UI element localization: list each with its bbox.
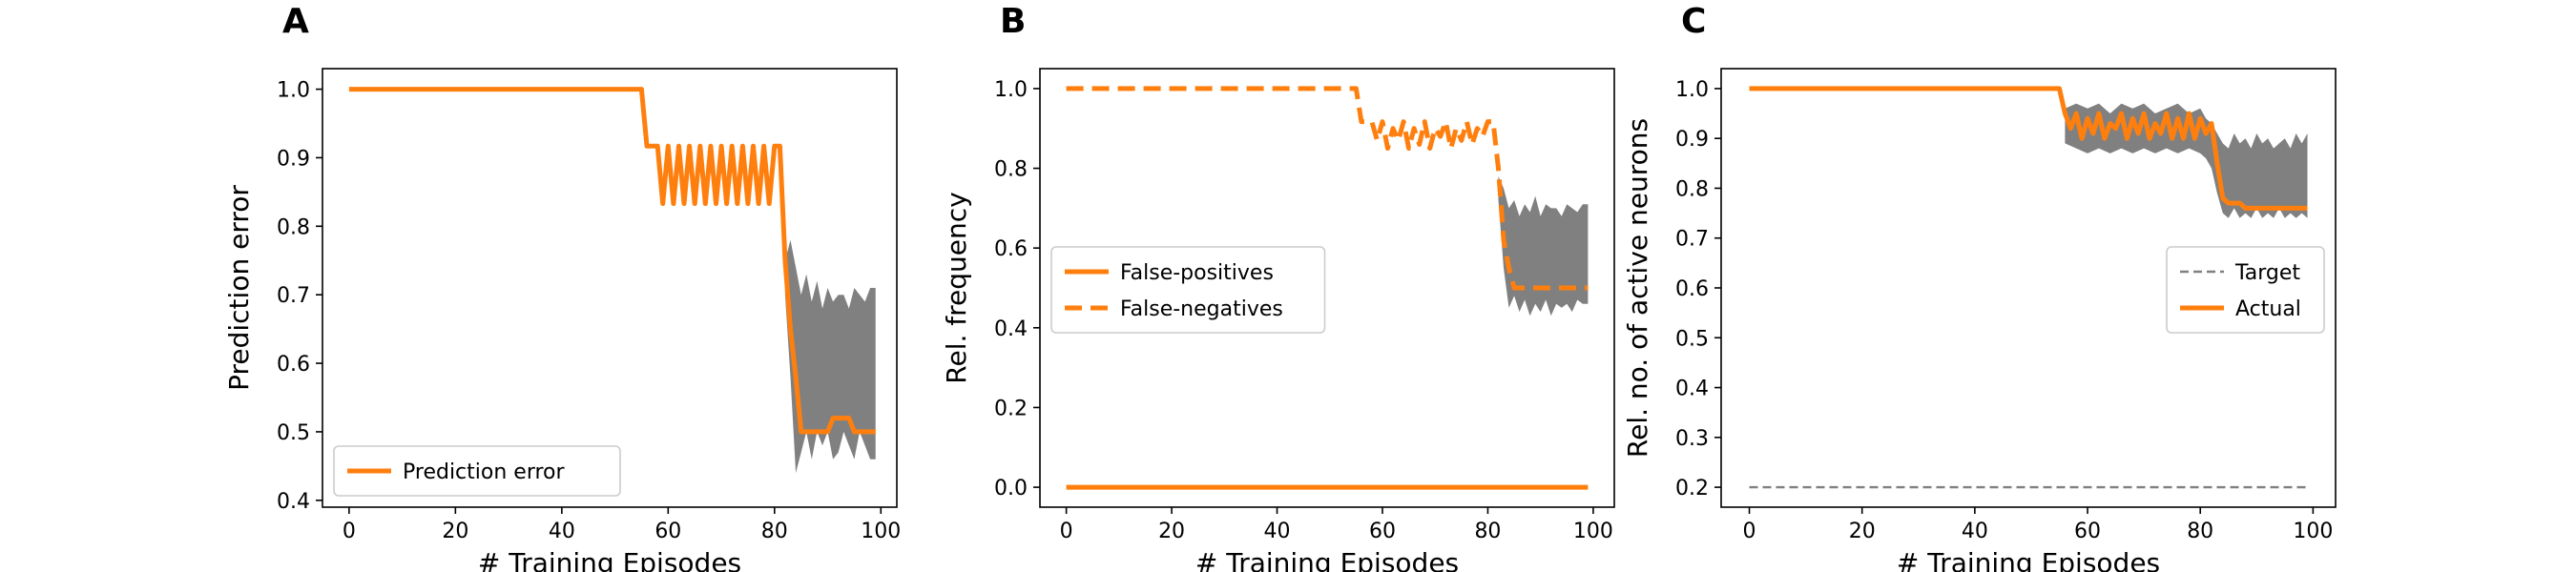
legend-entry: Actual [2235,297,2301,321]
y-tick-label: 0.9 [1675,128,1709,152]
x-tick-label: 20 [442,520,468,543]
y-tick-label: 0.3 [1675,427,1709,451]
x-tick-label: 20 [1158,520,1185,543]
legend-box [1050,246,1326,334]
y-tick-label: 0.7 [277,284,310,308]
y-tick-label: 0.6 [994,237,1028,261]
legend: Prediction error [333,445,621,497]
y-axis-label: Rel. frequency [941,192,972,383]
x-tick-label: 80 [1474,520,1501,543]
series-line-false-negatives [1066,86,1589,291]
y-axis-label: Prediction error [223,185,255,391]
y-tick-label: 0.8 [1675,177,1709,201]
y-tick-label: 0.9 [277,147,310,171]
x-tick-label: 100 [1573,520,1613,543]
y-axis-label: Rel. no. of active neurons [1622,118,1653,458]
panel-letter: B [1000,2,1026,41]
panel-letter: A [282,2,309,41]
x-tick-label: 0 [1060,520,1073,543]
x-tick-label: 80 [2187,520,2213,543]
legend-box [333,445,621,497]
legend-entry: Prediction error [403,460,565,484]
y-tick-label: 0.6 [277,353,310,377]
y-tick-label: 1.0 [277,79,310,103]
x-tick-label: 0 [343,520,356,543]
y-tick-label: 0.4 [1675,378,1709,401]
series-line-prediction-error [348,87,876,435]
y-tick-label: 0.6 [1675,277,1709,301]
y-tick-label: 0.2 [1675,477,1709,500]
legend-entry: False-negatives [1120,297,1283,321]
y-tick-label: 0.8 [277,215,310,239]
x-tick-label: 0 [1743,520,1756,543]
panel-letter: C [1681,2,1706,41]
y-tick-label: 1.0 [1675,78,1709,102]
y-tick-label: 1.0 [994,78,1028,102]
y-tick-label: 0.7 [1675,228,1709,252]
x-tick-label: 20 [1849,520,1876,543]
y-tick-label: 0.8 [994,158,1028,182]
series-line-actual [1749,86,2308,211]
x-tick-label: 80 [761,520,788,543]
x-tick-label: 60 [654,520,681,543]
y-tick-label: 0.2 [994,397,1028,420]
x-tick-label: 40 [1962,520,1988,543]
axes-frame [322,68,898,508]
x-axis-label: # Training Episodes [478,547,741,572]
x-axis-label: # Training Episodes [1897,547,2160,572]
y-tick-label: 0.5 [1675,327,1709,351]
legend-entry: Target [2234,261,2300,285]
variability-band [784,239,876,474]
panel-a: A 0 20 40 60 80 100 0.4 0.5 0.6 0.7 0.8 0.9 1.0 # Trai… [223,2,901,572]
axes-frame [1039,68,1615,508]
x-tick-label: 60 [2074,520,2101,543]
variability-band [1498,175,1589,317]
x-tick-label: 40 [549,520,575,543]
x-tick-label: 60 [1369,520,1396,543]
legend-entry: False-positives [1120,261,1274,285]
y-tick-label: 0.0 [994,477,1028,500]
legend: Target Actual [2166,246,2325,334]
x-tick-label: 100 [861,520,901,543]
y-tick-label: 0.4 [994,317,1028,341]
legend-box [2166,246,2325,334]
x-axis-label: # Training Episodes [1195,547,1459,572]
y-tick-label: 0.5 [277,421,310,445]
x-tick-label: 100 [2293,520,2333,543]
legend: False-positives False-negatives [1050,246,1326,334]
x-tick-label: 40 [1264,520,1291,543]
y-tick-label: 0.4 [277,490,310,514]
panel-c: C 0 20 40 60 80 100 0.2 0.3 0.4 0.5 0.6 0.7 0.8 0.9 1.0… [1622,2,2337,572]
panel-b: B 0 20 40 60 80 100 0.0 0.2 0.4 0.6 0.8 1.0 # Trainin… [941,2,1615,572]
